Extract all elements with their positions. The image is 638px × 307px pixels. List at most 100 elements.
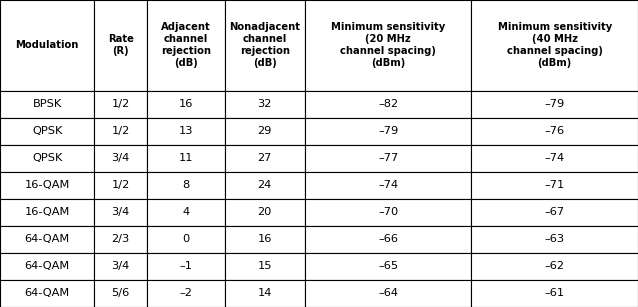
Bar	[0, 280, 94, 307]
Bar	[147, 253, 225, 280]
Bar	[94, 280, 147, 307]
Bar	[147, 145, 225, 172]
Bar	[94, 172, 147, 199]
Bar	[305, 253, 471, 280]
Text: 64-QAM: 64-QAM	[25, 234, 70, 244]
Text: 16-QAM: 16-QAM	[24, 207, 70, 217]
Bar	[225, 118, 305, 145]
Text: –82: –82	[378, 99, 398, 109]
Bar	[471, 118, 638, 145]
Text: 64-QAM: 64-QAM	[25, 289, 70, 298]
Bar	[94, 226, 147, 253]
Text: –77: –77	[378, 153, 398, 163]
Bar	[0, 226, 94, 253]
Text: 3/4: 3/4	[112, 207, 130, 217]
Text: –66: –66	[378, 234, 398, 244]
Bar	[471, 91, 638, 118]
Text: –70: –70	[378, 207, 398, 217]
Text: QPSK: QPSK	[32, 126, 63, 136]
Text: Adjacent
channel
rejection
(dB): Adjacent channel rejection (dB)	[161, 22, 211, 68]
Bar	[147, 118, 225, 145]
Text: –1: –1	[179, 262, 192, 271]
Text: 3/4: 3/4	[112, 262, 130, 271]
Bar	[305, 280, 471, 307]
Bar	[0, 91, 94, 118]
Bar	[305, 172, 471, 199]
Bar	[471, 145, 638, 172]
Bar	[147, 0, 225, 91]
Bar	[225, 199, 305, 226]
Bar	[147, 280, 225, 307]
Bar	[471, 0, 638, 91]
Text: 5/6: 5/6	[112, 289, 130, 298]
Bar	[94, 145, 147, 172]
Text: 2/3: 2/3	[112, 234, 130, 244]
Bar	[147, 199, 225, 226]
Text: –63: –63	[545, 234, 565, 244]
Text: –2: –2	[179, 289, 192, 298]
Text: –67: –67	[545, 207, 565, 217]
Text: –61: –61	[545, 289, 565, 298]
Bar	[0, 172, 94, 199]
Text: 16-QAM: 16-QAM	[24, 180, 70, 190]
Text: –74: –74	[545, 153, 565, 163]
Bar	[147, 91, 225, 118]
Bar	[225, 0, 305, 91]
Text: –62: –62	[545, 262, 565, 271]
Bar	[225, 172, 305, 199]
Text: 1/2: 1/2	[112, 180, 130, 190]
Bar	[305, 0, 471, 91]
Text: –71: –71	[545, 180, 565, 190]
Bar	[147, 226, 225, 253]
Bar	[0, 199, 94, 226]
Text: Nonadjacent
channel
rejection
(dB): Nonadjacent channel rejection (dB)	[229, 22, 300, 68]
Bar	[305, 118, 471, 145]
Bar	[94, 0, 147, 91]
Bar	[225, 253, 305, 280]
Bar	[471, 226, 638, 253]
Text: 29: 29	[258, 126, 272, 136]
Bar	[471, 199, 638, 226]
Bar	[94, 253, 147, 280]
Text: 4: 4	[182, 207, 189, 217]
Bar	[94, 199, 147, 226]
Text: –65: –65	[378, 262, 398, 271]
Text: 24: 24	[258, 180, 272, 190]
Text: 14: 14	[258, 289, 272, 298]
Text: 20: 20	[258, 207, 272, 217]
Text: 1/2: 1/2	[112, 126, 130, 136]
Bar	[225, 280, 305, 307]
Text: BPSK: BPSK	[33, 99, 62, 109]
Text: Modulation: Modulation	[15, 40, 79, 50]
Bar	[305, 145, 471, 172]
Bar	[305, 199, 471, 226]
Bar	[305, 226, 471, 253]
Text: 13: 13	[179, 126, 193, 136]
Text: 16: 16	[258, 234, 272, 244]
Text: Minimum sensitivity
(20 MHz
channel spacing)
(dBm): Minimum sensitivity (20 MHz channel spac…	[331, 22, 445, 68]
Text: –79: –79	[378, 126, 398, 136]
Bar	[471, 172, 638, 199]
Bar	[0, 118, 94, 145]
Text: Minimum sensitivity
(40 MHz
channel spacing)
(dBm): Minimum sensitivity (40 MHz channel spac…	[498, 22, 612, 68]
Text: –74: –74	[378, 180, 398, 190]
Text: 3/4: 3/4	[112, 153, 130, 163]
Text: QPSK: QPSK	[32, 153, 63, 163]
Text: 1/2: 1/2	[112, 99, 130, 109]
Bar	[305, 91, 471, 118]
Text: Rate
(R): Rate (R)	[108, 34, 133, 56]
Bar	[471, 253, 638, 280]
Text: 8: 8	[182, 180, 189, 190]
Bar	[147, 172, 225, 199]
Bar	[0, 145, 94, 172]
Text: 27: 27	[258, 153, 272, 163]
Text: 16: 16	[179, 99, 193, 109]
Bar	[94, 118, 147, 145]
Text: 11: 11	[179, 153, 193, 163]
Text: 0: 0	[182, 234, 189, 244]
Bar	[94, 91, 147, 118]
Bar	[225, 145, 305, 172]
Text: –76: –76	[545, 126, 565, 136]
Text: 32: 32	[258, 99, 272, 109]
Bar	[0, 0, 94, 91]
